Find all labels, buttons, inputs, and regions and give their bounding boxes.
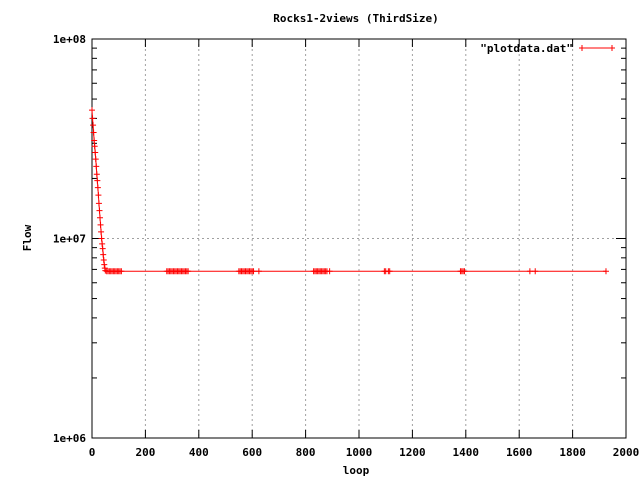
data-point <box>96 207 103 214</box>
data-point <box>255 268 262 275</box>
legend-label: "plotdata.dat" <box>480 42 573 55</box>
data-point <box>526 268 533 275</box>
series-layer <box>89 107 609 275</box>
x-tick-label: 1400 <box>453 446 480 459</box>
data-point <box>100 251 107 258</box>
data-point <box>95 200 102 207</box>
y-tick-label: 1e+06 <box>53 432 86 445</box>
data-point <box>185 268 192 275</box>
series-line <box>91 110 606 272</box>
y-tick-label: 1e+07 <box>53 233 86 246</box>
data-point <box>386 268 393 275</box>
data-point <box>532 268 539 275</box>
data-point <box>97 214 104 221</box>
data-point <box>95 192 102 199</box>
data-point <box>89 115 96 122</box>
x-tick-label: 1200 <box>399 446 426 459</box>
data-point <box>99 240 106 247</box>
x-tick-label: 200 <box>135 446 155 459</box>
data-point <box>602 268 609 275</box>
data-point <box>326 268 333 275</box>
axis-ticks <box>91 38 627 439</box>
x-tick-label: 1800 <box>559 446 586 459</box>
x-axis-label: loop <box>343 464 370 477</box>
x-tick-label: 1000 <box>346 446 373 459</box>
legend: "plotdata.dat" <box>480 42 615 55</box>
data-point <box>94 177 101 184</box>
data-point <box>118 268 125 275</box>
data-point <box>98 235 105 242</box>
data-point <box>461 268 468 275</box>
x-tick-label: 1600 <box>506 446 533 459</box>
data-point <box>91 137 98 144</box>
data-point <box>92 156 99 163</box>
data-point <box>102 267 109 274</box>
data-point <box>250 268 257 275</box>
x-tick-label: 600 <box>242 446 262 459</box>
x-tick-label: 2000 <box>613 446 640 459</box>
data-point <box>100 257 107 264</box>
data-point <box>97 221 104 228</box>
x-tick-label: 400 <box>189 446 209 459</box>
data-point <box>90 122 97 129</box>
grid-lines <box>92 39 626 438</box>
legend-marker <box>579 45 585 51</box>
data-point <box>92 149 99 156</box>
data-point <box>93 163 100 170</box>
x-tick-label: 800 <box>296 446 316 459</box>
y-axis-label: Flow <box>21 224 34 251</box>
data-point <box>91 143 98 150</box>
axis-tick-labels: 0 200 400 600 800 1000 1200 1400 1600 1800 2000 1e+… <box>53 33 639 459</box>
data-point <box>98 228 105 235</box>
data-point <box>93 171 100 178</box>
data-point <box>90 129 97 136</box>
data-point <box>99 245 106 252</box>
data-point <box>101 261 108 268</box>
chart-title: Rocks1-2views (ThirdSize) <box>273 12 439 25</box>
data-point <box>89 107 95 114</box>
x-tick-label: 0 <box>89 446 96 459</box>
y-tick-label: 1e+08 <box>53 33 86 46</box>
legend-marker <box>609 45 615 51</box>
data-point <box>94 184 101 191</box>
